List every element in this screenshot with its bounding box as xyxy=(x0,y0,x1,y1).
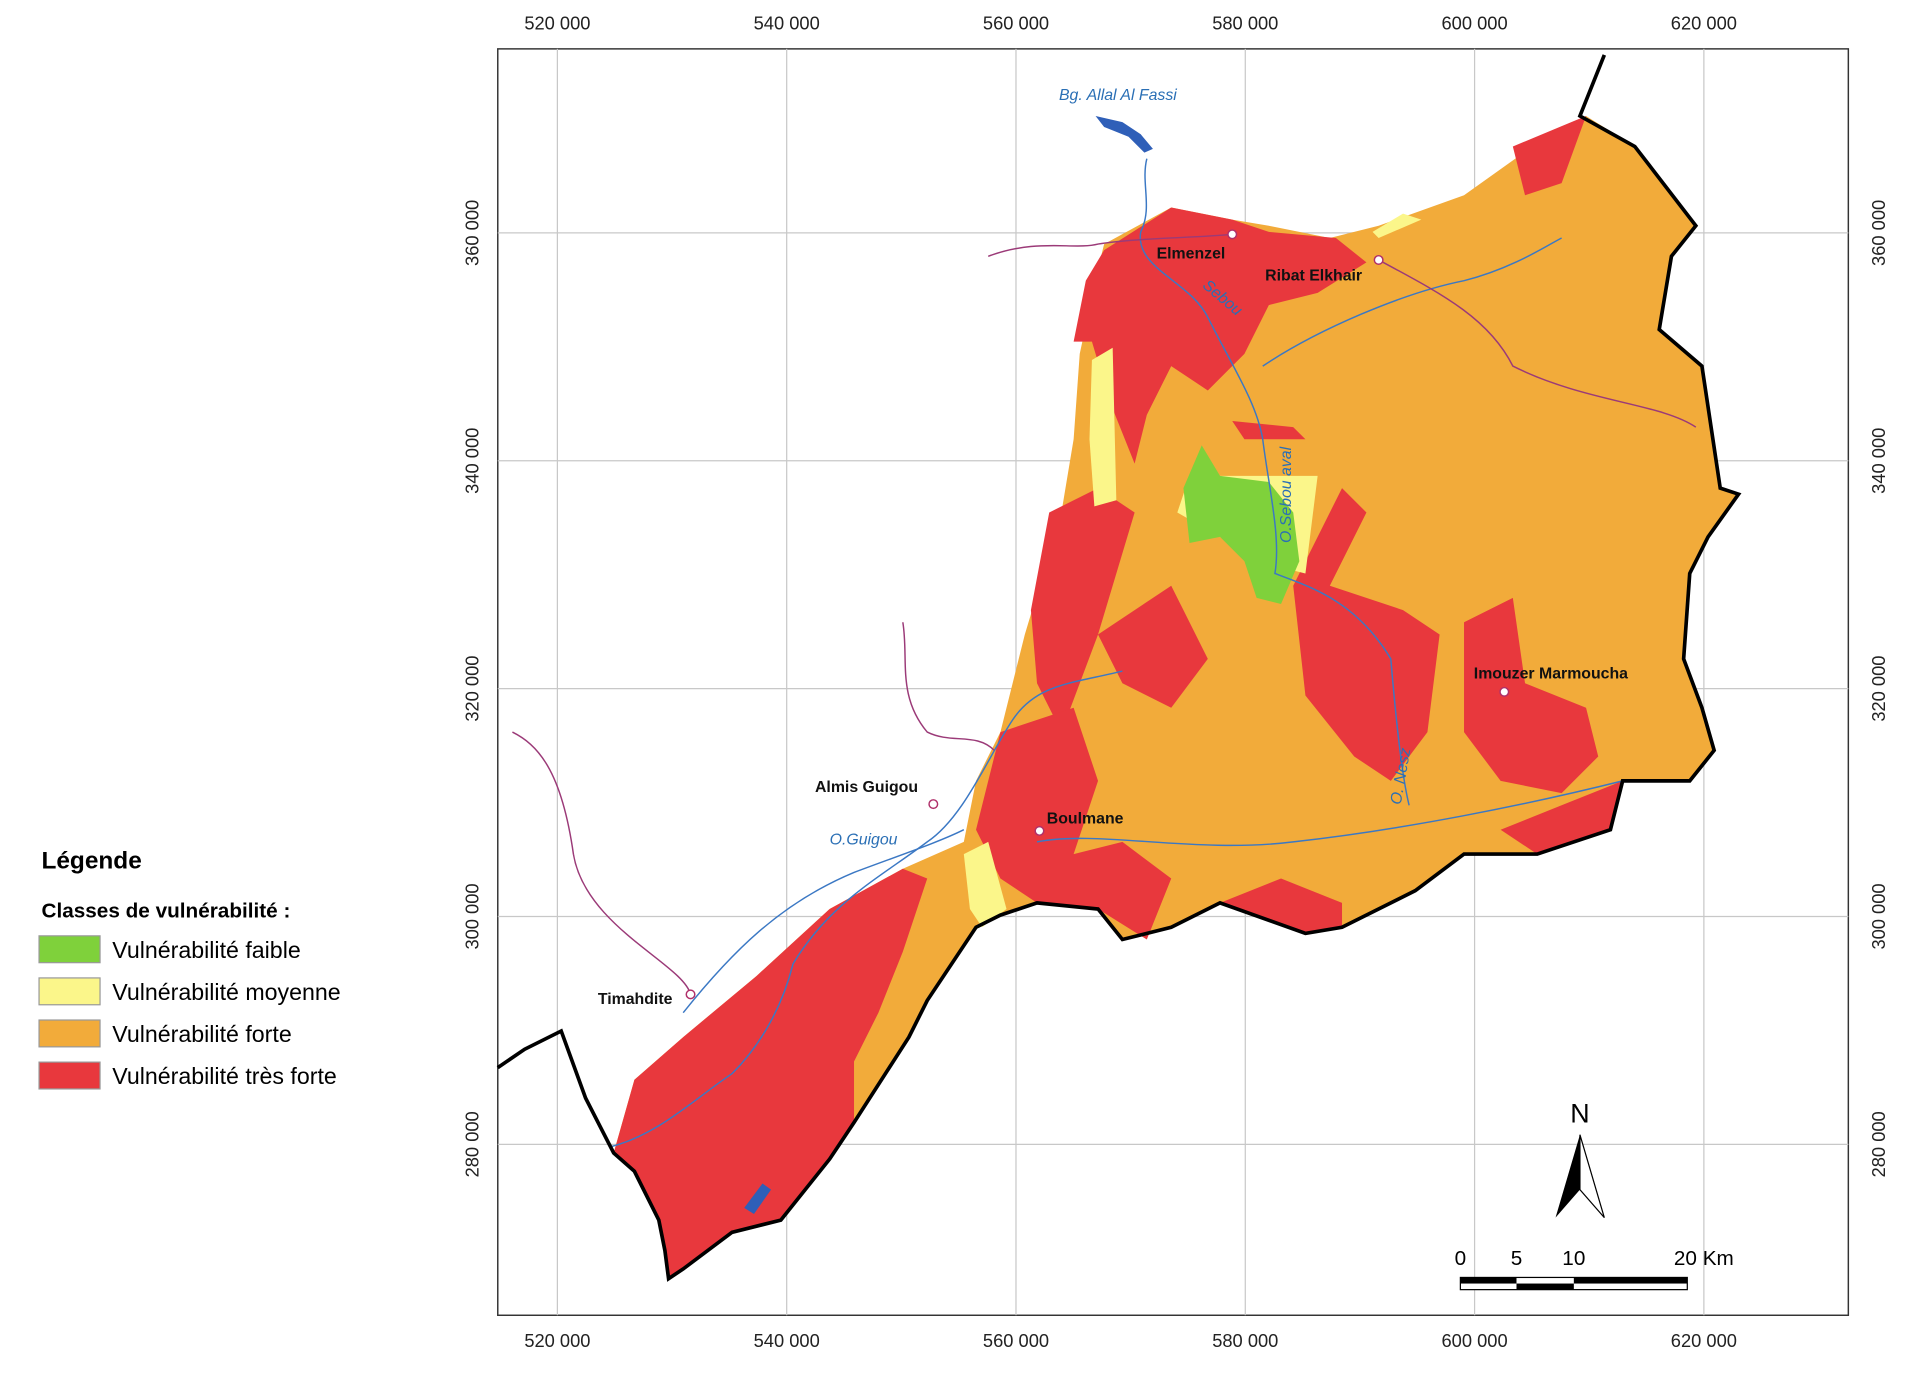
place-marker xyxy=(928,799,939,810)
y-tick-label: 300 000 xyxy=(461,883,482,949)
river xyxy=(1036,780,1623,847)
y-tick-label: 320 000 xyxy=(461,656,482,722)
reservoir xyxy=(1095,115,1153,153)
x-tick-label: 580 000 xyxy=(1212,1330,1278,1351)
legend-swatch xyxy=(38,1061,101,1090)
legend-swatch xyxy=(38,1019,101,1048)
legend-label: Vulnérabilité très forte xyxy=(112,1063,337,1089)
scale-bar xyxy=(1573,1277,1688,1284)
legend: Vulnérabilité faible Vulnérabilité moyenn… xyxy=(38,935,341,1090)
legend-label: Vulnérabilité faible xyxy=(112,937,301,963)
place-marker xyxy=(1499,686,1510,697)
x-tick-label: 540 000 xyxy=(754,1330,820,1351)
place-label: Almis Guigou xyxy=(815,779,918,796)
river xyxy=(1139,158,1410,806)
reservoir xyxy=(744,1183,772,1215)
legend-swatch xyxy=(38,977,101,1006)
places: Elmenzel Ribat Elkhair Imouzer Marmoucha Al… xyxy=(598,229,1628,1008)
boundary xyxy=(496,54,1742,1282)
y-tick-label: 280 000 xyxy=(1868,1111,1889,1177)
y-tick-label: 340 000 xyxy=(1868,428,1889,494)
x-tick-label: 600 000 xyxy=(1442,12,1508,33)
y-tick-label: 300 000 xyxy=(1868,883,1889,949)
x-tick-label: 620 000 xyxy=(1671,1330,1737,1351)
scale-label: 10 xyxy=(1562,1247,1585,1270)
x-tick-label: 620 000 xyxy=(1671,12,1737,33)
river xyxy=(609,670,1123,1148)
x-tick-label: 520 000 xyxy=(524,1330,590,1351)
place-label: Elmenzel xyxy=(1157,246,1226,263)
place-label: Boulmane xyxy=(1047,811,1124,828)
place-label: Ribat Elkhair xyxy=(1265,268,1362,285)
place-label: Imouzer Marmoucha xyxy=(1474,665,1628,682)
x-tick-label: 520 000 xyxy=(524,12,590,33)
scale-label: 20 Km xyxy=(1674,1247,1734,1270)
legend-title: Légende xyxy=(41,848,141,875)
river xyxy=(682,829,965,1014)
water-label: O.Guigou xyxy=(830,831,898,848)
place-marker xyxy=(685,989,696,1000)
place-marker xyxy=(1373,254,1384,265)
legend-label: Vulnérabilité moyenne xyxy=(112,979,340,1005)
place-marker xyxy=(1034,825,1045,836)
north-label: N xyxy=(1570,1098,1589,1128)
place-label: Timahdite xyxy=(598,991,673,1008)
x-tick-label: 560 000 xyxy=(983,12,1049,33)
legend-subtitle: Classes de vulnérabilité : xyxy=(41,900,290,923)
scale-label: 5 xyxy=(1511,1247,1523,1270)
x-tick-label: 600 000 xyxy=(1442,1330,1508,1351)
y-tick-label: 360 000 xyxy=(461,200,482,266)
y-tick-label: 280 000 xyxy=(461,1111,482,1177)
water-label: Bg. Allal Al Fassi xyxy=(1059,87,1177,104)
road xyxy=(987,233,1233,257)
river xyxy=(1262,237,1562,367)
y-tick-label: 360 000 xyxy=(1868,200,1889,266)
y-tick-label: 320 000 xyxy=(1868,656,1889,722)
zone-tres-forte xyxy=(613,115,1623,1279)
place-marker xyxy=(1227,229,1238,240)
zone-faible xyxy=(1183,445,1300,604)
scale-bar xyxy=(1516,1283,1574,1290)
x-tick-label: 580 000 xyxy=(1212,12,1278,33)
legend-swatch xyxy=(38,935,101,964)
road xyxy=(512,731,692,995)
road xyxy=(1378,259,1697,428)
x-tick-label: 540 000 xyxy=(754,12,820,33)
north-arrow xyxy=(1579,1134,1605,1219)
road xyxy=(902,622,995,751)
y-tick-label: 340 000 xyxy=(461,428,482,494)
scale-label: 0 xyxy=(1455,1247,1467,1270)
legend-label: Vulnérabilité forte xyxy=(112,1021,291,1047)
x-tick-label: 560 000 xyxy=(983,1330,1049,1351)
scale-bar xyxy=(1460,1277,1517,1284)
water-label: O.Sebou aval xyxy=(1278,446,1295,543)
